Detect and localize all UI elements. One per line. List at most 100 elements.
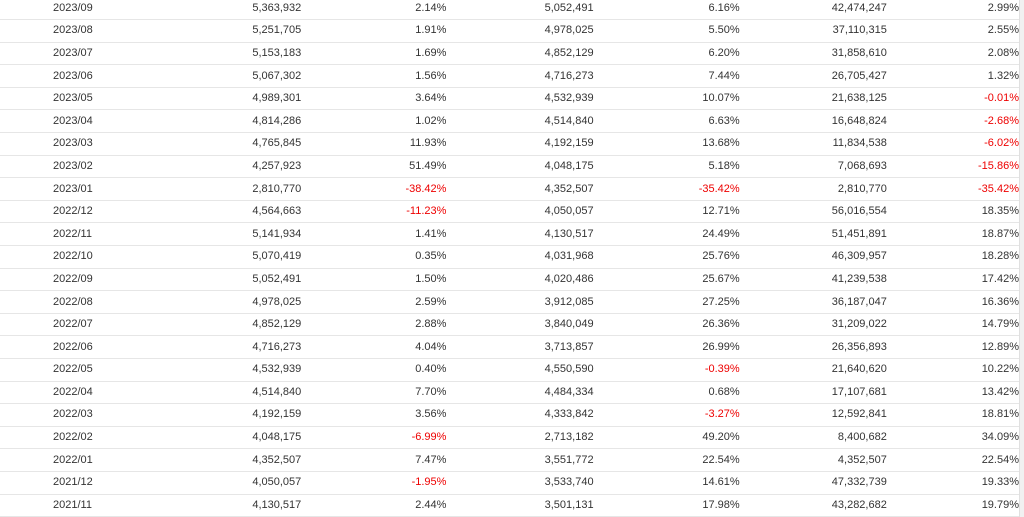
revenue-cell: 5,363,932 <box>115 0 305 21</box>
revenue-cell: 4,257,923 <box>115 155 305 179</box>
table-row: 2023/03 4,765,845 11.93% 4,192,159 13.68% 11,… <box>0 132 1024 156</box>
revenue-cell: 4,765,845 <box>115 132 305 156</box>
cumulative-revenue-cell: 12,592,841 <box>742 403 890 427</box>
table-row: 2022/08 4,978,025 2.59% 3,912,085 27.25% 36,1… <box>0 290 1024 314</box>
yoy-change-cell: 26.36% <box>596 313 743 337</box>
cumulative-yoy-cell: 2.55% <box>889 19 1024 43</box>
revenue-cell: 4,852,129 <box>115 313 305 337</box>
mom-change-cell: 2.88% <box>304 313 450 337</box>
yoy-change-cell: 6.63% <box>596 109 743 134</box>
yoy-change-cell: 24.49% <box>596 222 743 247</box>
month-cell: 2022/04 <box>0 381 116 405</box>
yoy-change-cell: 26.99% <box>596 335 743 359</box>
cumulative-yoy-cell: 10.22% <box>889 358 1024 382</box>
last-year-revenue-cell: 4,333,842 <box>449 403 597 427</box>
mom-change-cell: 7.70% <box>304 381 450 405</box>
mom-change-cell: 3.64% <box>304 87 450 111</box>
cumulative-revenue-cell: 8,400,682 <box>742 426 890 450</box>
vertical-scrollbar[interactable] <box>1019 0 1024 517</box>
revenue-cell: 4,048,175 <box>115 426 305 450</box>
cumulative-revenue-cell: 31,858,610 <box>742 42 890 66</box>
last-year-revenue-cell: 3,551,772 <box>449 448 597 472</box>
cumulative-yoy-cell: -35.42% <box>889 177 1024 201</box>
table-row: 2022/11 5,141,934 1.41% 4,130,517 24.49% 51,4… <box>0 222 1024 247</box>
cumulative-revenue-cell: 16,648,824 <box>742 109 890 134</box>
month-cell: 2023/02 <box>0 155 116 179</box>
yoy-change-cell: 6.20% <box>596 42 743 66</box>
yoy-change-cell: 49.20% <box>596 426 743 450</box>
month-cell: 2023/03 <box>0 132 116 156</box>
revenue-cell: 4,050,057 <box>115 471 305 495</box>
yoy-change-cell: 7.44% <box>596 64 743 88</box>
cumulative-revenue-cell: 46,309,957 <box>742 245 890 269</box>
yoy-change-cell: 0.68% <box>596 381 743 405</box>
table-row: 2022/05 4,532,939 0.40% 4,550,590 -0.39% 21,6… <box>0 358 1024 382</box>
revenue-cell: 4,564,663 <box>115 200 305 224</box>
last-year-revenue-cell: 4,031,968 <box>449 245 597 269</box>
table-row: 2022/02 4,048,175 -6.99% 2,713,182 49.20% 8,4… <box>0 426 1024 450</box>
cumulative-revenue-cell: 17,107,681 <box>742 381 890 405</box>
cumulative-yoy-cell: -0.01% <box>889 87 1024 111</box>
yoy-change-cell: -35.42% <box>596 177 743 201</box>
revenue-cell: 4,532,939 <box>115 358 305 382</box>
yoy-change-cell: 5.18% <box>596 155 743 179</box>
month-cell: 2022/08 <box>0 290 116 314</box>
cumulative-yoy-cell: 22.54% <box>889 448 1024 472</box>
table-row: 2023/04 4,814,286 1.02% 4,514,840 6.63% 16,64… <box>0 109 1024 134</box>
table-row: 2023/07 5,153,183 1.69% 4,852,129 6.20% 31,85… <box>0 42 1024 66</box>
cumulative-revenue-cell: 11,834,538 <box>742 132 890 156</box>
last-year-revenue-cell: 4,716,273 <box>449 64 597 88</box>
cumulative-revenue-cell: 37,110,315 <box>742 19 890 43</box>
mom-change-cell: 1.56% <box>304 64 450 88</box>
last-year-revenue-cell: 3,840,049 <box>449 313 597 337</box>
month-cell: 2023/08 <box>0 19 116 43</box>
last-year-revenue-cell: 4,978,025 <box>449 19 597 43</box>
cumulative-revenue-cell: 47,332,739 <box>742 471 890 495</box>
last-year-revenue-cell: 4,484,334 <box>449 381 597 405</box>
month-cell: 2022/01 <box>0 448 116 472</box>
table-row: 2022/01 4,352,507 7.47% 3,551,772 22.54% 4,35… <box>0 448 1024 472</box>
cumulative-yoy-cell: 16.36% <box>889 290 1024 314</box>
table-row: 2023/01 2,810,770 -38.42% 4,352,507 -35.42% 2… <box>0 177 1024 201</box>
mom-change-cell: 2.14% <box>304 0 450 21</box>
month-cell: 2023/05 <box>0 87 116 111</box>
cumulative-yoy-cell: 14.79% <box>889 313 1024 337</box>
cumulative-yoy-cell: 1.32% <box>889 64 1024 88</box>
last-year-revenue-cell: 3,501,131 <box>449 494 597 517</box>
cumulative-yoy-cell: 18.28% <box>889 245 1024 269</box>
revenue-cell: 5,153,183 <box>115 42 305 66</box>
mom-change-cell: 1.02% <box>304 109 450 134</box>
table-row: 2022/09 5,052,491 1.50% 4,020,486 25.67% 41,2… <box>0 268 1024 292</box>
cumulative-revenue-cell: 26,356,893 <box>742 335 890 359</box>
month-cell: 2023/04 <box>0 109 116 134</box>
yoy-change-cell: 14.61% <box>596 471 743 495</box>
yoy-change-cell: 25.67% <box>596 268 743 292</box>
month-cell: 2022/02 <box>0 426 116 450</box>
last-year-revenue-cell: 4,352,507 <box>449 177 597 201</box>
mom-change-cell: -1.95% <box>304 471 450 495</box>
yoy-change-cell: 5.50% <box>596 19 743 43</box>
revenue-cell: 4,514,840 <box>115 381 305 405</box>
last-year-revenue-cell: 4,550,590 <box>449 358 597 382</box>
last-year-revenue-cell: 4,048,175 <box>449 155 597 179</box>
revenue-cell: 5,070,419 <box>115 245 305 269</box>
cumulative-yoy-cell: 17.42% <box>889 268 1024 292</box>
month-cell: 2022/07 <box>0 313 116 337</box>
cumulative-yoy-cell: 13.42% <box>889 381 1024 405</box>
last-year-revenue-cell: 2,713,182 <box>449 426 597 450</box>
last-year-revenue-cell: 4,020,486 <box>449 268 597 292</box>
cumulative-revenue-cell: 2,810,770 <box>742 177 890 201</box>
mom-change-cell: 11.93% <box>304 132 450 156</box>
cumulative-revenue-cell: 51,451,891 <box>742 222 890 247</box>
last-year-revenue-cell: 3,533,740 <box>449 471 597 495</box>
cumulative-revenue-cell: 7,068,693 <box>742 155 890 179</box>
month-cell: 2022/10 <box>0 245 116 269</box>
last-year-revenue-cell: 3,912,085 <box>449 290 597 314</box>
mom-change-cell: 1.91% <box>304 19 450 43</box>
mom-change-cell: 2.59% <box>304 290 450 314</box>
last-year-revenue-cell: 4,852,129 <box>449 42 597 66</box>
month-cell: 2022/11 <box>0 222 116 247</box>
